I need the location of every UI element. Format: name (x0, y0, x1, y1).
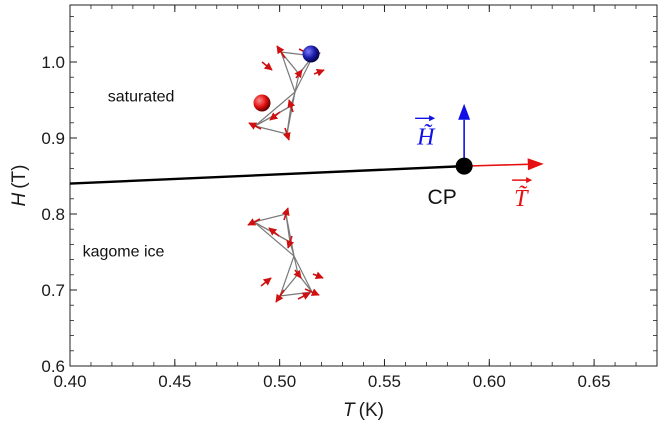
x-tick-label: 0.45 (158, 372, 191, 391)
tetra-edge (254, 91, 296, 127)
spin-arrow (248, 122, 262, 130)
tetra-frame (279, 51, 315, 76)
spin-arrow (276, 45, 286, 59)
tetra-frame (278, 272, 314, 297)
y-axis-label: H (T) (9, 165, 30, 207)
spin-arrow (281, 207, 290, 221)
h-tilde-arrow-head (458, 103, 471, 120)
spin-arrow (293, 269, 302, 279)
tetra-edge (293, 255, 313, 293)
spin-arrow (313, 68, 325, 77)
x-tick-label: 0.65 (578, 372, 611, 391)
tetra-edge (280, 51, 296, 93)
spin-arrow (294, 69, 303, 79)
spin-arrow (304, 288, 320, 296)
y-axis-unit: (T) (9, 165, 30, 189)
x-tick-label: 0.40 (53, 372, 86, 391)
phase-boundary-line (69, 164, 465, 185)
spin-arrow (275, 289, 285, 303)
spin-arrow (247, 218, 261, 226)
y-axis-ticks: 0.6 0.7 0.8 0.9 1.0 (41, 15, 657, 376)
tetra-edge (285, 213, 295, 257)
y-axis-var: H (9, 193, 30, 207)
tetra-edge (253, 221, 295, 257)
red-site-sphere (253, 94, 271, 112)
spin-arrow (260, 277, 272, 287)
x-axis-unit: (K) (359, 400, 384, 421)
tetra-edge (286, 91, 296, 135)
t-tilde-arrow-shaft (464, 163, 528, 167)
t-tilde-arrow-head (527, 158, 544, 171)
direction-vectors (415, 103, 544, 184)
plot-frame (69, 4, 658, 367)
spin-arrow (297, 292, 311, 300)
t-tilde-vector-label: T̃ (514, 185, 529, 212)
critical-point-marker (455, 157, 473, 175)
y-tick-label: 0.8 (41, 205, 65, 224)
x-axis-var: T (343, 400, 356, 421)
kagome-ice-spin-config-image (247, 207, 324, 303)
spin-arrow (312, 271, 324, 280)
saturated-spin-config-image (248, 45, 325, 141)
x-tick-label: 0.55 (368, 372, 401, 391)
y-tick-label: 0.7 (41, 281, 65, 300)
region-label-kagome-ice: kagome ice (83, 244, 165, 261)
spin-arrow (282, 127, 291, 141)
vector-label-overarrow-head (526, 177, 533, 184)
phase-boundary-series (69, 164, 465, 185)
h-tilde-vector-label: H̃ (416, 123, 436, 150)
plot-border (69, 4, 658, 367)
spin-arrow (286, 235, 295, 249)
vector-label-overarrow-head (429, 115, 436, 122)
spin-arrow (269, 111, 281, 121)
y-tick-label: 0.6 (41, 357, 65, 376)
x-axis-ticks: 0.40 0.45 0.50 0.55 0.60 0.65 (53, 5, 658, 391)
region-label-saturated: saturated (108, 89, 175, 106)
blue-site-sphere (302, 45, 320, 63)
y-tick-label: 1.0 (41, 53, 65, 72)
spin-arrow (261, 61, 273, 71)
x-axis-label: T (K) (343, 400, 384, 421)
critical-point-label: CP (428, 186, 457, 209)
x-tick-label: 0.50 (263, 372, 296, 391)
y-tick-label: 0.9 (41, 129, 65, 148)
spin-arrow (287, 99, 296, 113)
spin-arrow (268, 227, 280, 237)
tetra-edge (279, 255, 295, 297)
x-tick-label: 0.60 (473, 372, 506, 391)
